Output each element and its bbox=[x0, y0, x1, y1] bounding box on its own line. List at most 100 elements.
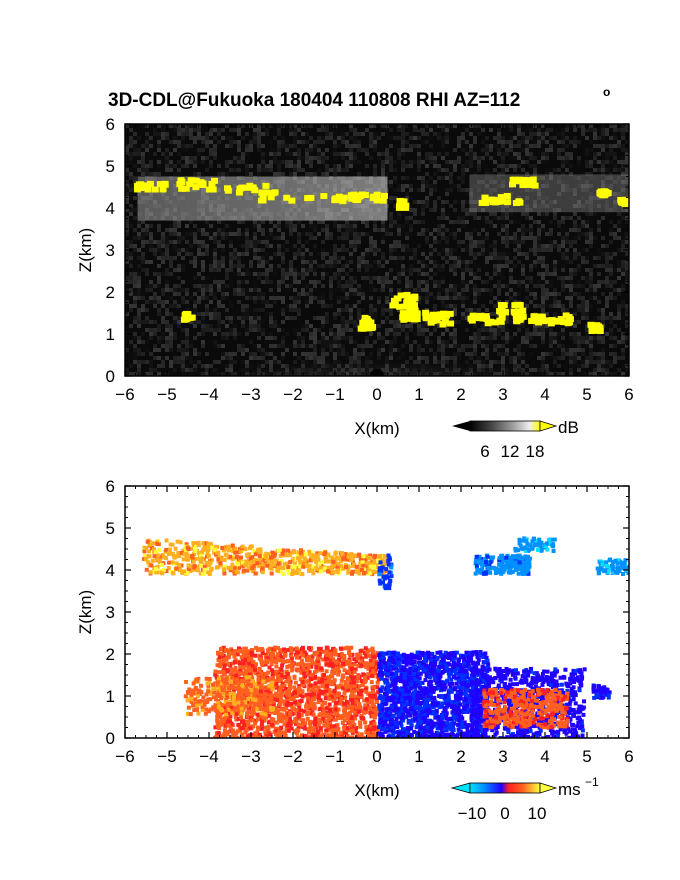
noise-pixel bbox=[341, 152, 345, 156]
noise-pixel bbox=[477, 240, 481, 244]
noise-pixel bbox=[313, 268, 317, 272]
noise-pixel bbox=[505, 240, 509, 244]
noise-pixel bbox=[561, 244, 565, 248]
noise-pixel bbox=[277, 128, 281, 132]
noise-pixel bbox=[181, 300, 185, 304]
noise-pixel bbox=[321, 124, 325, 128]
noise-pixel bbox=[601, 244, 605, 248]
noise-pixel bbox=[373, 132, 377, 136]
noise-pixel bbox=[177, 288, 181, 292]
high-db-pixel bbox=[597, 188, 605, 195]
noise-pixel bbox=[293, 144, 297, 148]
noise-pixel bbox=[349, 136, 353, 140]
noise-pixel bbox=[505, 232, 509, 236]
noise-pixel bbox=[509, 164, 513, 168]
noise-pixel bbox=[537, 128, 541, 132]
velocity-pixel bbox=[363, 557, 368, 562]
noise-pixel bbox=[137, 160, 141, 164]
noise-pixel bbox=[581, 260, 585, 264]
noise-pixel bbox=[537, 304, 541, 308]
velocity-pixel bbox=[343, 552, 348, 557]
velocity-pixel bbox=[270, 560, 275, 565]
noise-pixel bbox=[145, 320, 149, 324]
high-db-pixel bbox=[535, 319, 543, 326]
velocity-pixel bbox=[267, 561, 272, 566]
noise-pixel bbox=[533, 164, 537, 168]
noise-pixel bbox=[613, 280, 617, 284]
high-db-pixel bbox=[513, 308, 521, 315]
noise-pixel bbox=[133, 228, 137, 232]
noise-pixel bbox=[289, 264, 293, 268]
noise-pixel bbox=[569, 284, 573, 288]
noise-pixel bbox=[357, 288, 361, 292]
noise-pixel bbox=[349, 164, 353, 168]
noise-pixel bbox=[385, 136, 389, 140]
noise-pixel bbox=[301, 268, 305, 272]
noise-pixel bbox=[189, 160, 193, 164]
noise-pixel bbox=[625, 304, 629, 308]
noise-pixel bbox=[577, 228, 581, 232]
noise-pixel bbox=[401, 128, 405, 132]
noise-pixel bbox=[165, 148, 169, 152]
noise-pixel bbox=[201, 232, 205, 236]
noise-pixel bbox=[217, 268, 221, 272]
noise-pixel bbox=[501, 192, 505, 196]
noise-pixel bbox=[389, 216, 393, 220]
noise-pixel bbox=[489, 188, 493, 192]
noise-pixel bbox=[489, 192, 493, 196]
noise-pixel bbox=[225, 160, 229, 164]
noise-pixel bbox=[577, 216, 581, 220]
noise-pixel bbox=[365, 276, 369, 280]
noise-pixel bbox=[541, 192, 545, 196]
noise-pixel bbox=[445, 160, 449, 164]
noise-pixel bbox=[541, 236, 545, 240]
noise-pixel bbox=[165, 164, 169, 168]
noise-pixel bbox=[281, 292, 285, 296]
noise-pixel bbox=[597, 152, 601, 156]
noise-pixel bbox=[501, 204, 505, 208]
noise-pixel bbox=[245, 168, 249, 172]
noise-pixel bbox=[557, 208, 561, 212]
noise-pixel bbox=[257, 288, 261, 292]
noise-pixel bbox=[309, 232, 313, 236]
noise-pixel bbox=[289, 132, 293, 136]
noise-pixel bbox=[621, 148, 625, 152]
noise-pixel bbox=[329, 284, 333, 288]
noise-pixel bbox=[245, 164, 249, 168]
high-db-pixel bbox=[380, 192, 388, 199]
noise-pixel bbox=[189, 256, 193, 260]
noise-pixel bbox=[461, 292, 465, 296]
noise-pixel bbox=[517, 196, 521, 200]
noise-pixel bbox=[521, 236, 525, 240]
noise-pixel bbox=[173, 220, 177, 224]
noise-pixel bbox=[561, 136, 565, 140]
noise-pixel bbox=[561, 144, 565, 148]
noise-pixel bbox=[621, 232, 625, 236]
noise-pixel bbox=[165, 236, 169, 240]
noise-pixel bbox=[409, 264, 413, 268]
noise-pixel bbox=[389, 276, 393, 280]
noise-pixel bbox=[521, 168, 525, 172]
noise-pixel bbox=[145, 148, 149, 152]
noise-pixel bbox=[345, 168, 349, 172]
noise-pixel bbox=[345, 132, 349, 136]
noise-pixel bbox=[361, 288, 365, 292]
chart-title-degree: o bbox=[603, 85, 610, 99]
noise-pixel bbox=[441, 232, 445, 236]
noise-pixel bbox=[565, 216, 569, 220]
noise-pixel bbox=[525, 228, 529, 232]
high-db-pixel bbox=[379, 197, 387, 204]
noise-pixel bbox=[165, 240, 169, 244]
noise-pixel bbox=[221, 244, 225, 248]
noise-pixel bbox=[365, 152, 369, 156]
noise-pixel bbox=[429, 228, 433, 232]
noise-pixel bbox=[525, 144, 529, 148]
noise-pixel bbox=[137, 220, 141, 224]
noise-pixel bbox=[605, 296, 609, 300]
noise-pixel bbox=[617, 248, 621, 252]
noise-pixel bbox=[133, 320, 137, 324]
noise-pixel bbox=[469, 240, 473, 244]
noise-pixel bbox=[541, 288, 545, 292]
noise-pixel bbox=[425, 132, 429, 136]
noise-pixel bbox=[133, 216, 137, 220]
